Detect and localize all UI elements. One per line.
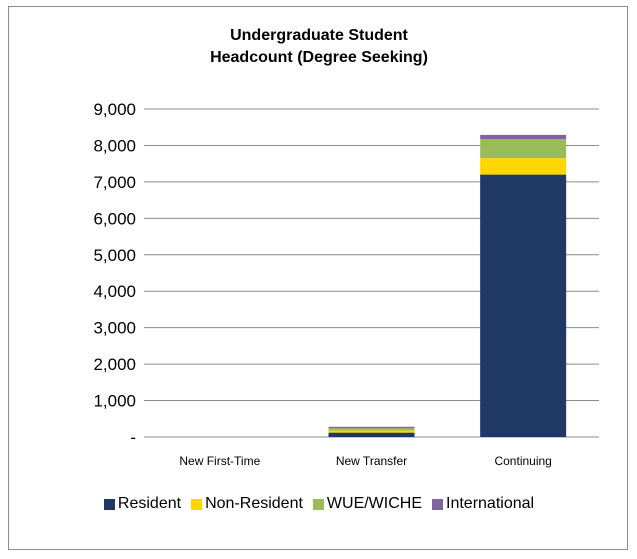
legend-label: Resident xyxy=(117,495,182,512)
legend-label: Non-Resident xyxy=(205,495,303,512)
bar-segment xyxy=(328,426,415,429)
bar-segment xyxy=(480,139,567,159)
bar-segment xyxy=(480,174,567,437)
chart-plot: - 1,000 2,000 3,000 4,000 5,000 6,000 7,000 8,00… xyxy=(93,100,599,468)
legend-item-resident: Resident xyxy=(103,495,182,513)
legend-label: WUE/WICHE xyxy=(326,495,423,512)
y-tick-label: 9,000 xyxy=(93,100,136,119)
legend-item-non-resident: Non-Resident xyxy=(191,495,303,513)
y-tick-label: 8,000 xyxy=(93,136,136,155)
legend-item-international: International xyxy=(432,495,534,513)
legend-item-wue-wiche: WUE/WICHE xyxy=(312,495,423,513)
y-tick-label: 5,000 xyxy=(93,246,136,265)
bar-segment xyxy=(480,134,567,140)
y-tick-label: - xyxy=(130,428,136,447)
y-tick-label: 7,000 xyxy=(93,173,136,192)
bar-segment xyxy=(328,428,415,431)
chart-title-line-2: Headcount (Degree Seeking) xyxy=(210,49,428,66)
y-tick-label: 2,000 xyxy=(93,355,136,374)
legend-swatch xyxy=(432,498,444,510)
chart-legend: Resident Non-Resident WUE/WICHE Internat… xyxy=(9,495,629,513)
chart-title-line-1: Undergraduate Student xyxy=(230,27,408,44)
legend-label: International xyxy=(446,495,535,512)
bar-segment xyxy=(480,158,567,175)
bar-segment xyxy=(328,432,415,437)
y-tick-label: 3,000 xyxy=(93,319,136,338)
bar-segment xyxy=(328,430,415,433)
y-tick-label: 4,000 xyxy=(93,282,136,301)
x-category-label: Continuing xyxy=(494,454,551,468)
y-tick-label: 1,000 xyxy=(93,392,136,411)
y-tick-label: 6,000 xyxy=(93,209,136,228)
legend-swatch xyxy=(103,498,115,510)
chart-title: Undergraduate Student Headcount (Degree … xyxy=(9,25,629,69)
legend-swatch xyxy=(191,498,203,510)
chart-frame: Undergraduate Student Headcount (Degree … xyxy=(8,6,628,550)
x-category-label: New Transfer xyxy=(336,454,407,468)
x-category-label: New First-Time xyxy=(179,454,260,468)
legend-swatch xyxy=(312,498,324,510)
